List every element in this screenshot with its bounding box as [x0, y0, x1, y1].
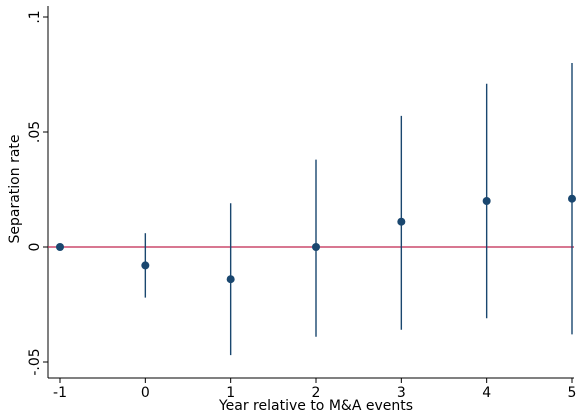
- x-tick-label: 1: [226, 385, 235, 401]
- x-tick-label: 5: [568, 385, 577, 401]
- y-tick-label: .05: [27, 121, 43, 143]
- x-axis-title: Year relative to M&A events: [218, 398, 413, 414]
- data-point: [56, 243, 64, 251]
- x-tick-label: 4: [482, 385, 491, 401]
- x-tick-label: 2: [312, 385, 321, 401]
- y-tick-label: -.05: [27, 348, 43, 375]
- data-point: [226, 275, 235, 284]
- y-axis-title: Separation rate: [7, 134, 23, 243]
- y-tick-label: .1: [27, 10, 43, 23]
- data-point: [312, 243, 320, 251]
- data-point: [141, 261, 150, 270]
- data-point: [397, 217, 406, 226]
- x-tick-label: 0: [141, 385, 150, 401]
- data-point: [482, 197, 491, 205]
- x-tick-label: 3: [397, 385, 406, 401]
- plot-area: -.05 0 .05 .1 -1 0 1 2 3 4 5: [27, 6, 576, 401]
- x-tick-label: -1: [53, 385, 67, 401]
- data-point: [568, 194, 576, 203]
- y-tick-label: 0: [27, 243, 43, 252]
